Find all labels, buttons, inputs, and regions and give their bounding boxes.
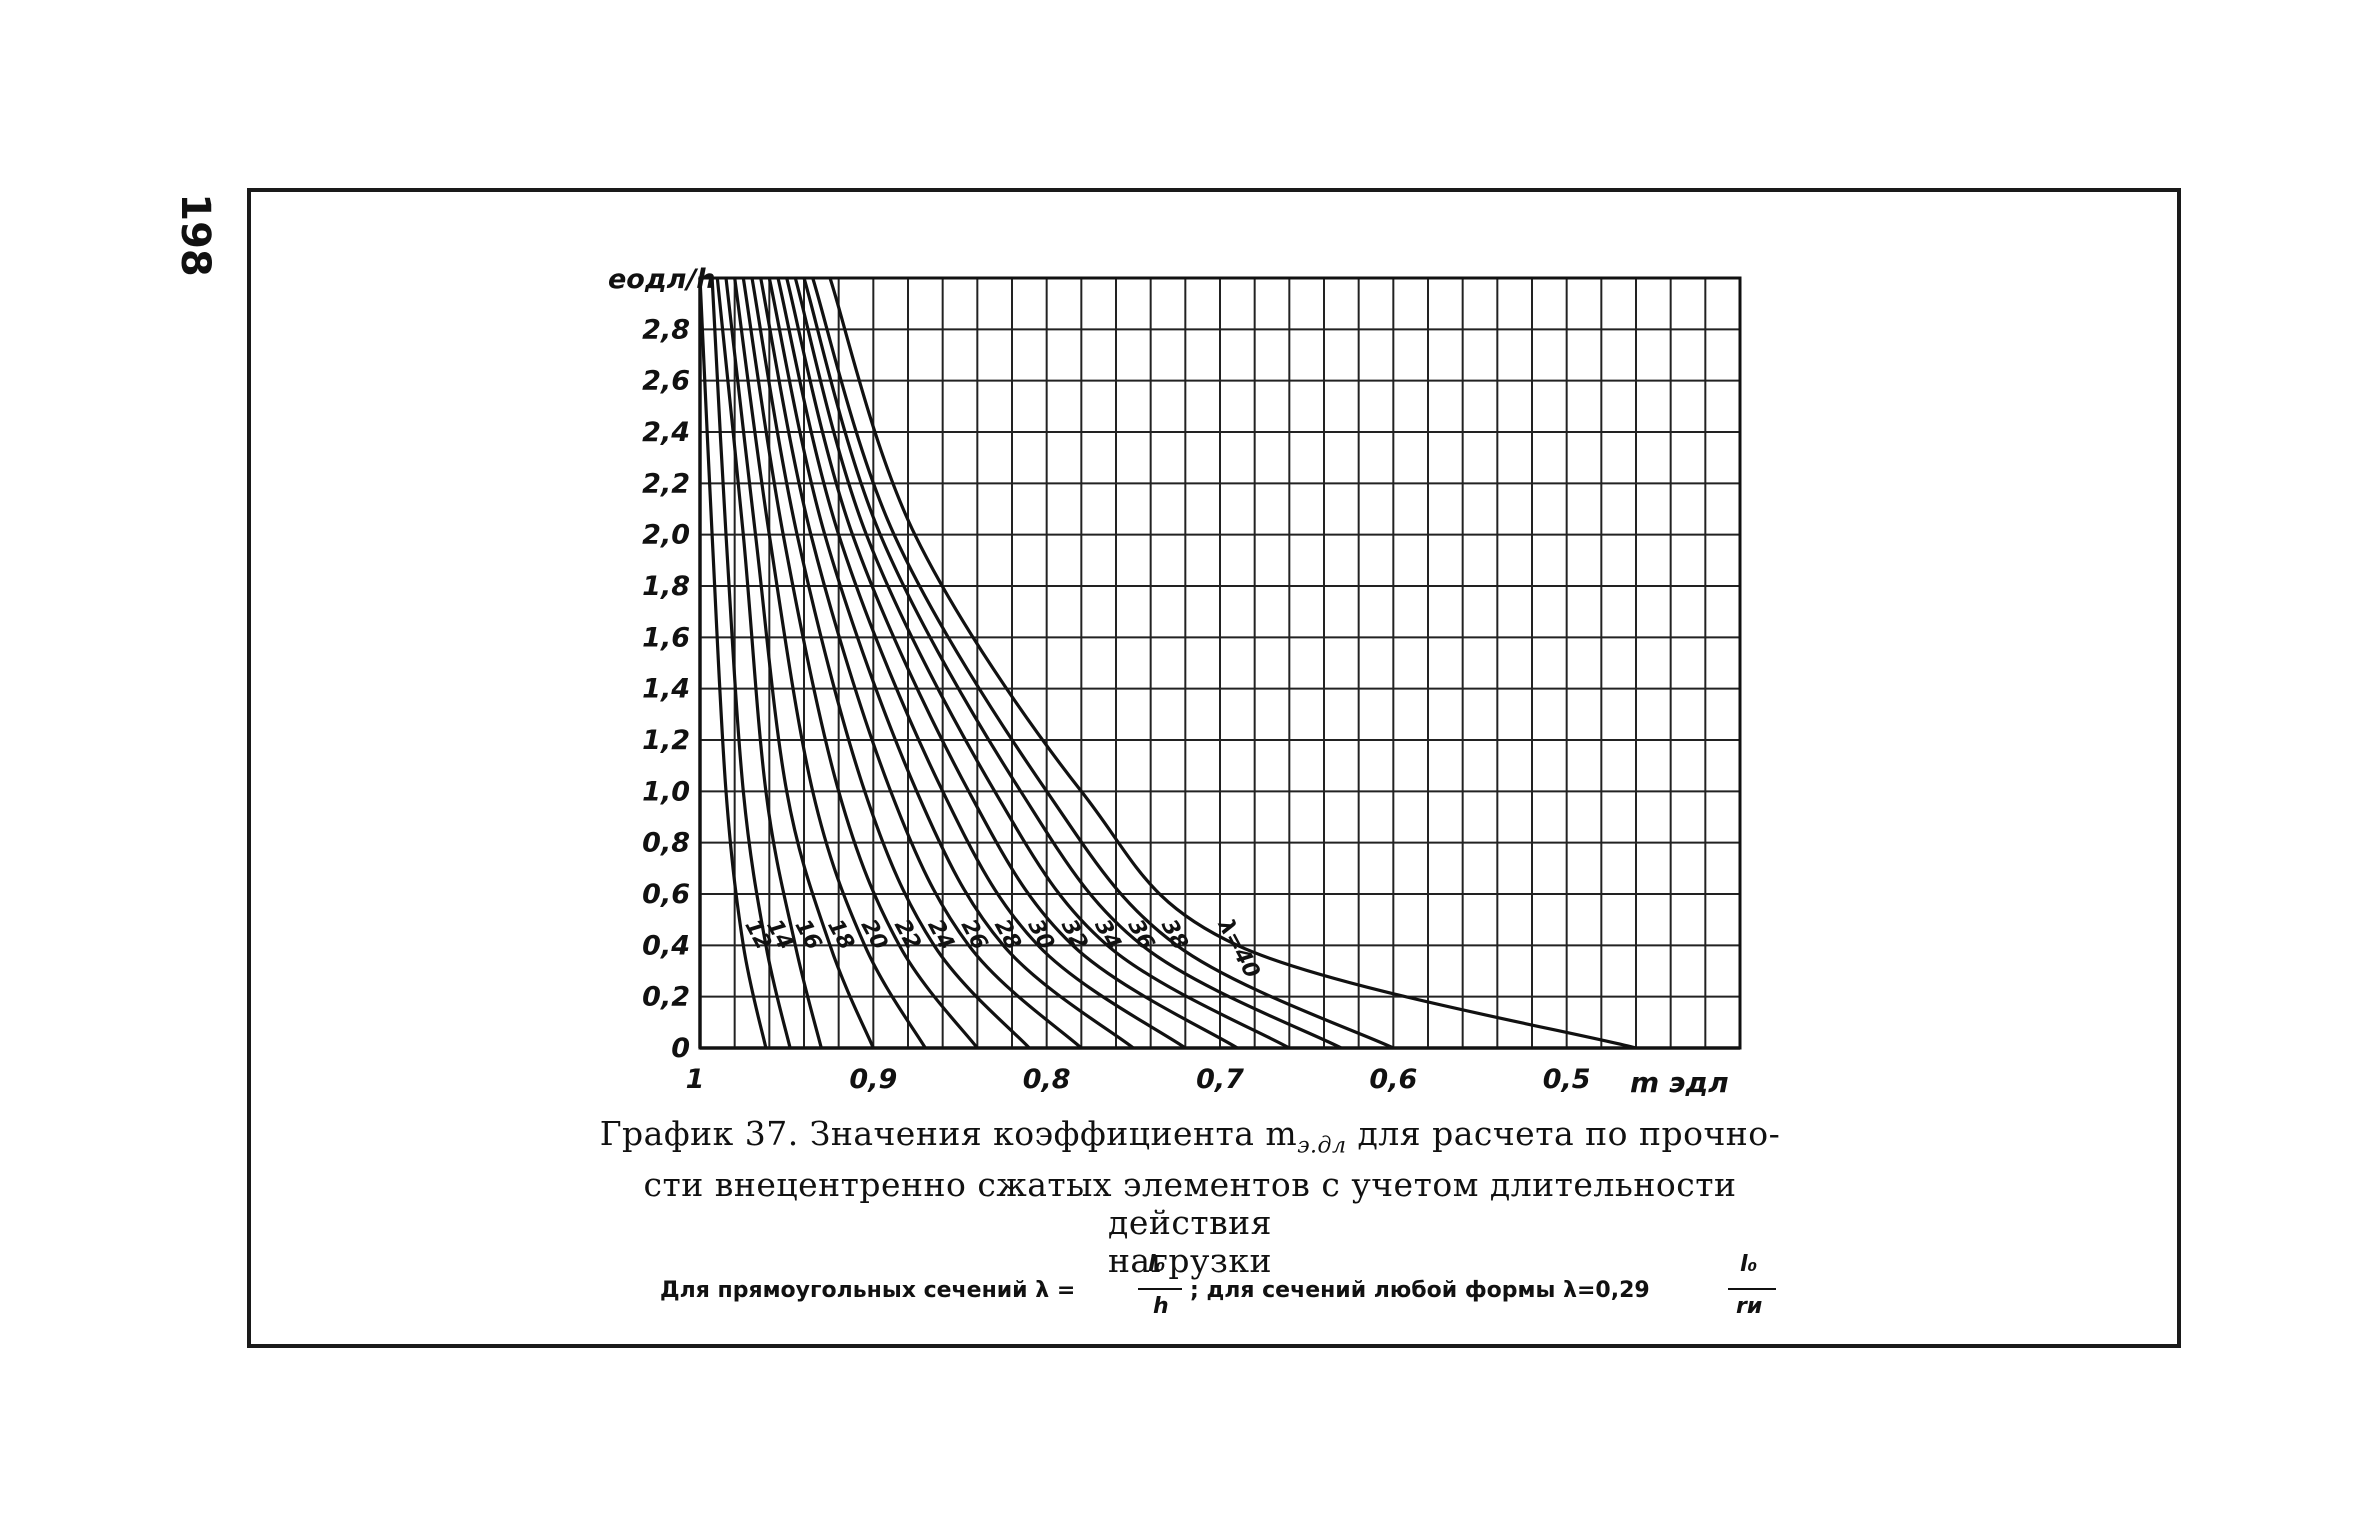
curve-lambda-18 xyxy=(724,277,875,1049)
y-tick-label: 1,4 xyxy=(642,674,690,705)
chart-curves xyxy=(698,277,1637,1050)
curve-label-lambda-36: 36 xyxy=(1123,915,1159,954)
x-axis-title: m эдл xyxy=(1630,1066,1729,1099)
curve-lambda-20 xyxy=(733,277,927,1049)
x-tick-label: 0,7 xyxy=(1196,1064,1244,1095)
figure-caption: График 37. Значения коэффициента mэ.дл д… xyxy=(560,1115,1820,1280)
curve-lambda-16 xyxy=(715,277,823,1049)
fraction-1-numerator: l₀ xyxy=(1148,1252,1166,1277)
chart-grid xyxy=(698,276,1742,1050)
caption-subscript: э.дл xyxy=(1297,1133,1347,1159)
y-tick-label: 1,2 xyxy=(642,725,690,756)
caption-line-3: нагрузки xyxy=(1107,1240,1273,1280)
x-tick-label: 0,6 xyxy=(1369,1064,1417,1095)
formula-text-2: ; для сечений любой формы λ=0,29 xyxy=(1190,1278,1650,1303)
caption-line-2: сти внецентренно сжатых элементов с учет… xyxy=(643,1164,1737,1242)
curve-lambda-24 xyxy=(750,277,1031,1050)
y-tick-label: 2,6 xyxy=(642,366,690,397)
fraction-1-denominator: h xyxy=(1153,1294,1169,1319)
formula-text-1: Для прямоугольных сечений λ = xyxy=(660,1278,1076,1303)
curve-label-lambda-34: 34 xyxy=(1089,915,1125,954)
y-tick-label: 0,2 xyxy=(642,982,690,1013)
curve-lambda-28 xyxy=(767,277,1135,1050)
caption-line-1-end: для расчета по прочно- xyxy=(1346,1114,1781,1153)
curve-label-lambda-30: 30 xyxy=(1022,915,1058,954)
curve-label-lambda-28: 28 xyxy=(989,915,1025,954)
chart-ticks: 0 0,2 0,4 0,6 0,8 1,0 1,2 1,4 1,6 1,8 2,0 2,2 2,4 2,6… xyxy=(642,314,1590,1095)
curve-lambda-26 xyxy=(759,277,1083,1050)
figure-frame xyxy=(247,188,2181,1348)
y-tick-label: 0 xyxy=(671,1033,690,1064)
fraction-2-numerator: l₀ xyxy=(1740,1252,1758,1277)
y-tick-label: 0,6 xyxy=(642,879,690,910)
curve-lambda-40 xyxy=(828,277,1637,1050)
y-tick-label: 1,6 xyxy=(642,622,690,653)
x-tick-label: 1 xyxy=(686,1064,705,1095)
curve-lambda-30 xyxy=(776,277,1187,1050)
plot-border xyxy=(698,276,1742,1050)
curve-label-lambda-38: 38 xyxy=(1156,915,1192,954)
fraction-2-denominator: rи xyxy=(1736,1294,1763,1319)
curve-label-lambda-32: 32 xyxy=(1056,915,1092,954)
curve-lambda-32 xyxy=(785,277,1239,1050)
y-tick-label: 2,0 xyxy=(642,520,690,551)
x-tick-label: 0,5 xyxy=(1543,1064,1591,1095)
x-tick-label: 0,9 xyxy=(849,1064,897,1095)
caption-line-1: График 37. Значения коэффициента m xyxy=(599,1114,1298,1153)
curve-lambda-12 xyxy=(698,277,768,1049)
curve-lambda-34 xyxy=(793,277,1291,1050)
y-tick-label: 2,2 xyxy=(642,468,690,499)
y-tick-label: 0,4 xyxy=(642,930,690,961)
curve-lambda-36 xyxy=(802,277,1343,1050)
curve-label-lambda-26: 26 xyxy=(956,915,992,954)
fraction-2-bar xyxy=(1728,1288,1776,1290)
formula-note: Для прямоугольных сечений λ = l₀ h ; для… xyxy=(660,1252,1800,1332)
chart-axis-titles: eодл/h m эдл xyxy=(608,264,1729,1099)
curve-lambda-14 xyxy=(710,277,792,1049)
y-tick-label: 0,8 xyxy=(642,828,690,859)
y-tick-label: 2,4 xyxy=(642,417,690,448)
y-tick-label: 1,0 xyxy=(642,776,690,807)
y-tick-label: 1,8 xyxy=(642,571,690,602)
x-tick-label: 0,8 xyxy=(1023,1064,1071,1095)
curve-lambda-22 xyxy=(741,277,979,1049)
y-axis-title: eодл/h xyxy=(608,264,716,295)
curve-lambda-38 xyxy=(811,277,1394,1050)
fraction-1-bar xyxy=(1138,1288,1182,1290)
y-tick-label: 2,8 xyxy=(642,314,690,345)
